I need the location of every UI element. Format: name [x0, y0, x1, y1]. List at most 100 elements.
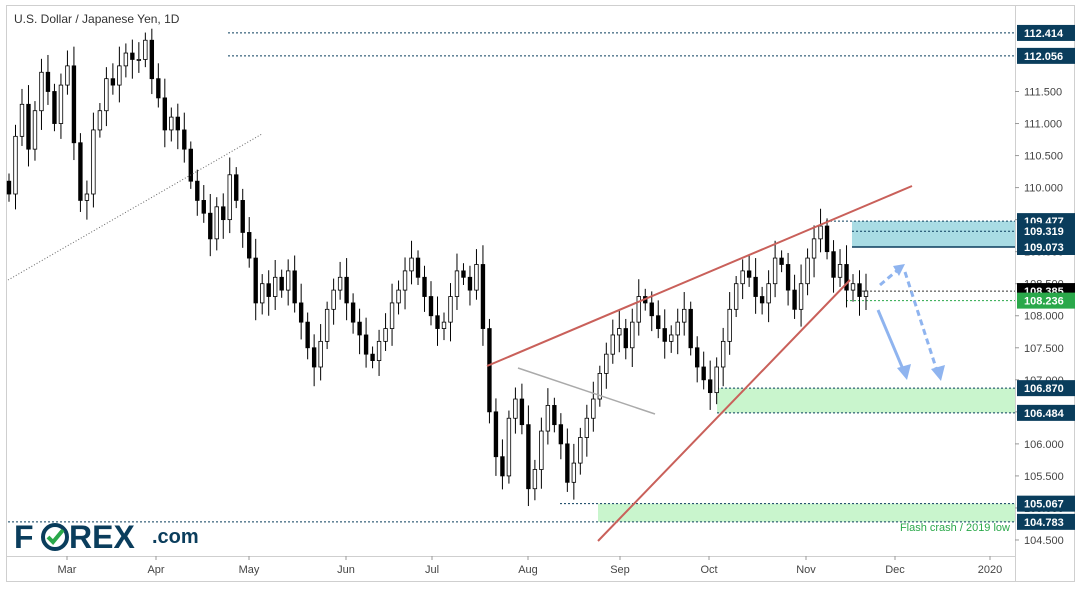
- bearish-arrow-dashed: [879, 264, 945, 381]
- drawings-layer: [7, 133, 945, 542]
- price-flag: 106.484: [1017, 404, 1075, 421]
- candle: [662, 309, 667, 359]
- candle: [811, 225, 817, 278]
- candle: [727, 292, 732, 355]
- candle: [175, 103, 180, 150]
- candle: [532, 459, 538, 501]
- candle: [740, 259, 745, 300]
- candle: [123, 43, 129, 78]
- candle: [136, 42, 142, 73]
- candle: [506, 410, 512, 484]
- time-tick-label: Mar: [58, 564, 77, 576]
- candle: [279, 269, 284, 298]
- candle: [104, 67, 109, 127]
- candle: [441, 312, 447, 341]
- candle: [376, 329, 382, 376]
- svg-text:112.414: 112.414: [1024, 28, 1064, 40]
- candle: [91, 112, 96, 208]
- candle: [571, 443, 577, 500]
- candle: [45, 54, 51, 105]
- forex-logo: F REX .com: [14, 519, 199, 555]
- price-tick-label: 106.000: [1024, 439, 1064, 451]
- candle: [26, 85, 31, 167]
- price-flag: 108.236: [1017, 292, 1075, 309]
- svg-text:108.236: 108.236: [1024, 296, 1064, 308]
- candle: [785, 252, 791, 306]
- candle: [630, 308, 635, 367]
- logo-globe-icon: [41, 523, 69, 551]
- candle: [480, 245, 486, 346]
- candle: [772, 240, 778, 298]
- candle: [370, 346, 375, 369]
- candle: [71, 46, 77, 161]
- candle: [201, 185, 206, 223]
- time-tick-label: Oct: [700, 564, 717, 576]
- svg-text:106.484: 106.484: [1024, 408, 1065, 420]
- candle: [305, 312, 310, 360]
- logo-letters-rex: REX: [69, 519, 135, 555]
- candle: [545, 388, 551, 445]
- candle: [863, 273, 869, 310]
- svg-text:109.073: 109.073: [1024, 242, 1064, 254]
- candle: [695, 336, 700, 383]
- candle: [415, 250, 421, 285]
- old-trend-dotted-line: [7, 133, 263, 281]
- price-tick-label: 104.500: [1024, 535, 1064, 547]
- candle: [552, 397, 557, 433]
- candle: [227, 157, 232, 234]
- candle: [467, 265, 473, 306]
- candle: [409, 240, 414, 285]
- candle: [818, 208, 823, 253]
- price-flag: 109.319: [1017, 223, 1075, 240]
- candle: [52, 83, 57, 132]
- candle: [714, 357, 719, 405]
- candle: [461, 263, 466, 285]
- price-tick-label: 108.000: [1024, 311, 1064, 323]
- candle: [253, 238, 258, 321]
- chart-title: U.S. Dollar / Japanese Yen, 1D: [14, 12, 180, 26]
- wedge-lower-line: [597, 279, 851, 542]
- candle: [337, 261, 343, 300]
- wedge-upper-line: [486, 185, 913, 367]
- candle: [526, 405, 531, 507]
- candle: [805, 248, 810, 296]
- candle: [798, 264, 804, 327]
- price-flags: 112.414112.056109.477109.319109.073108.3…: [1017, 24, 1075, 530]
- candle: [234, 167, 239, 209]
- candle: [357, 308, 362, 355]
- candle: [156, 63, 161, 108]
- candle: [6, 173, 12, 202]
- candle: [759, 286, 765, 315]
- candle: [221, 193, 226, 239]
- time-tick-label: Dec: [885, 564, 905, 576]
- candle: [195, 169, 200, 216]
- price-tick-label: 105.500: [1024, 471, 1064, 483]
- svg-text:106.870: 106.870: [1024, 383, 1064, 395]
- candle: [824, 218, 830, 260]
- zone-resistance: [852, 221, 1015, 247]
- candle: [584, 404, 590, 457]
- candle: [298, 283, 304, 340]
- candle: [669, 325, 674, 353]
- candle: [857, 270, 862, 316]
- candle: [493, 398, 499, 476]
- candle: [363, 317, 369, 368]
- candle: [39, 58, 44, 130]
- svg-text:104.783: 104.783: [1024, 517, 1064, 529]
- zones-layer: [598, 221, 1015, 522]
- flash-crash-label: Flash crash / 2019 low: [900, 522, 1010, 534]
- flag-trend-line: [517, 367, 656, 415]
- time-tick-label: May: [239, 564, 260, 576]
- time-tick-label: Jul: [425, 564, 439, 576]
- candle: [208, 194, 213, 257]
- candle: [285, 259, 291, 306]
- candle: [831, 240, 836, 293]
- candle: [850, 274, 856, 302]
- price-flag: 105.067: [1017, 495, 1075, 512]
- candle: [350, 293, 356, 334]
- candle: [733, 276, 739, 318]
- price-tick-label: 110.500: [1024, 151, 1063, 163]
- candle: [604, 342, 609, 389]
- candle: [58, 73, 64, 139]
